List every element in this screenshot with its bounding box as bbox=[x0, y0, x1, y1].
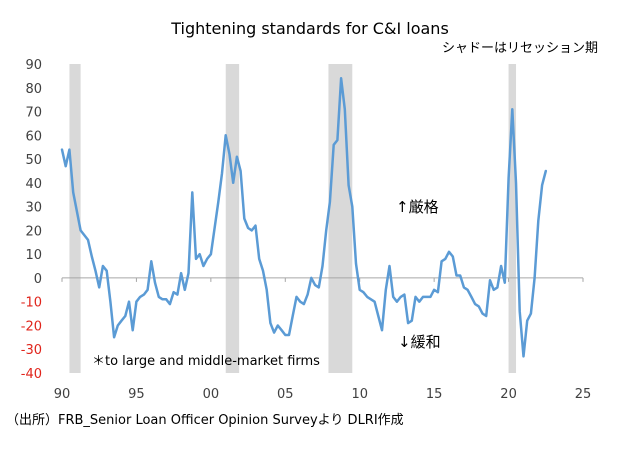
y-tick-label-6: 30 bbox=[25, 201, 42, 216]
y-tick-label-10: -10 bbox=[21, 296, 42, 311]
x-tick-label-6: 20 bbox=[500, 387, 517, 402]
y-tick-label-0: 90 bbox=[25, 58, 42, 73]
recession-shade-1 bbox=[225, 64, 240, 373]
tighten-annotation: ↑厳格 bbox=[396, 198, 439, 216]
y-tick-label-5: 40 bbox=[25, 177, 42, 192]
note-text: ＊to large and middle-market firms bbox=[92, 354, 320, 369]
y-tick-label-1: 80 bbox=[25, 82, 42, 97]
recession-shade-3 bbox=[508, 64, 517, 373]
x-axis: 90 95 00 05 10 15 20 25 bbox=[54, 387, 592, 402]
y-tick-label-2: 70 bbox=[25, 106, 42, 121]
x-tick-label-0: 90 bbox=[54, 387, 71, 402]
shade-note: シャドーはリセッション期 bbox=[442, 41, 598, 56]
x-tick-label-1: 95 bbox=[128, 387, 145, 402]
y-axis: 90 80 70 60 50 40 30 20 10 0 -10 -20 -30 -40 bbox=[21, 58, 42, 382]
series-line-0 bbox=[60, 77, 548, 358]
x-tick-label-2: 00 bbox=[203, 387, 220, 402]
y-tick-label-11: -20 bbox=[21, 319, 42, 334]
y-tick-label-4: 50 bbox=[25, 153, 42, 168]
x-tick-label-4: 10 bbox=[351, 387, 368, 402]
y-tick-label-13: -40 bbox=[21, 367, 42, 382]
source-text: （出所）FRB_Senior Loan Officer Opinion Surv… bbox=[6, 413, 404, 428]
y-tick-label-7: 20 bbox=[25, 224, 42, 239]
series-lines bbox=[60, 77, 548, 358]
recession-shades bbox=[69, 64, 517, 373]
x-tick-label-3: 05 bbox=[277, 387, 294, 402]
x-tick-label-5: 15 bbox=[426, 387, 443, 402]
y-tick-label-8: 10 bbox=[25, 248, 42, 263]
chart-title: Tightening standards for C&I loans bbox=[170, 19, 449, 38]
y-tick-label-12: -30 bbox=[21, 343, 42, 358]
ease-annotation: ↓緩和 bbox=[398, 333, 441, 351]
x-tick-label-7: 25 bbox=[575, 387, 592, 402]
y-tick-label-3: 60 bbox=[25, 129, 42, 144]
y-tick-label-9: 0 bbox=[34, 272, 42, 287]
recession-shade-0 bbox=[69, 64, 81, 373]
